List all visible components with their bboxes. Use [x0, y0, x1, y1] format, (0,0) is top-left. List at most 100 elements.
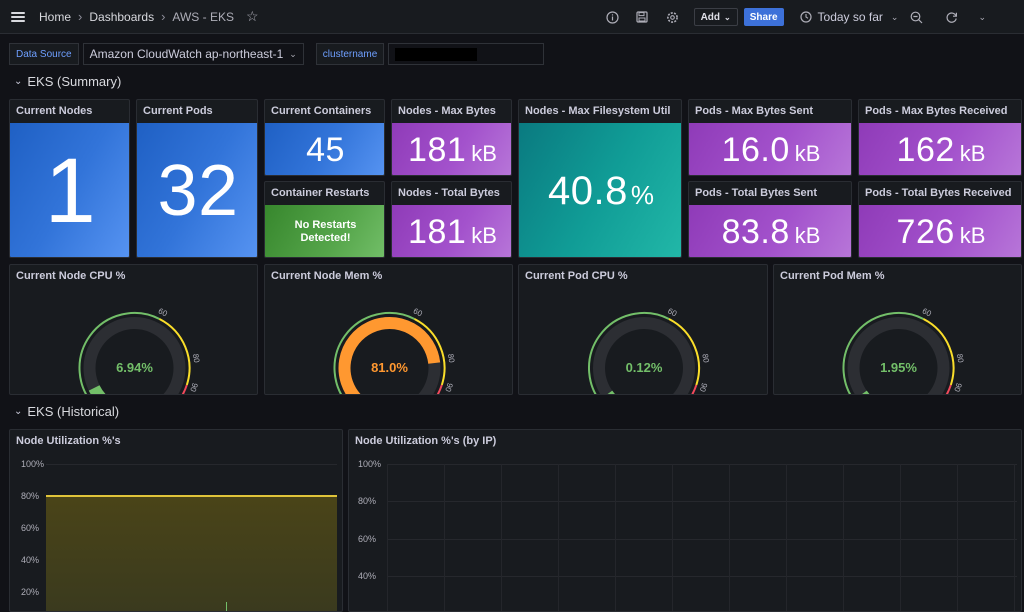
vertical-gridline	[729, 464, 730, 611]
gauge-tick-label: 80	[191, 353, 201, 364]
panel-title: Current Pod CPU %	[525, 270, 628, 282]
panel-title: Node Utilization %'s (by IP)	[355, 435, 497, 447]
gauge-value: 1.95%	[880, 360, 917, 375]
vertical-gridline	[501, 464, 502, 611]
breadcrumb-current: AWS - EKS	[172, 9, 234, 24]
y-tick-label: 40%	[21, 555, 40, 565]
panel-title: Current Pods	[143, 105, 213, 117]
panel-container-restarts[interactable]: Container Restarts No Restarts Detected!	[264, 181, 385, 258]
threshold-arc	[436, 384, 443, 394]
panel-nodes-total-bytes[interactable]: Nodes - Total Bytes 181 kB	[391, 181, 512, 258]
clustername-input[interactable]	[388, 43, 545, 65]
panel-nodes-max-filesystem[interactable]: Nodes - Max Filesystem Util 40.8 %	[518, 99, 682, 258]
y-tick-label: 80%	[358, 496, 377, 506]
gauge-tick-label: 60	[666, 306, 679, 318]
threshold-arc	[181, 384, 188, 394]
stat-unit: %	[630, 179, 654, 210]
stat-body: 162 kB	[859, 123, 1021, 175]
row-historical[interactable]: ⌄ EKS (Historical)	[14, 404, 119, 419]
gauge-chart: 0608090100	[842, 306, 965, 394]
panel-title: Current Nodes	[16, 105, 93, 117]
row-summary-title: EKS (Summary)	[27, 74, 122, 89]
y-tick-label: 100%	[21, 459, 45, 469]
panel-current-pods[interactable]: Current Pods 32	[136, 99, 258, 258]
chevron-right-icon: ›	[161, 9, 166, 24]
breadcrumb: Home › Dashboards › AWS - EKS	[39, 9, 234, 24]
panel-pods-total-sent[interactable]: Pods - Total Bytes Sent 83.8 kB	[688, 181, 852, 258]
panel-title: Container Restarts	[271, 187, 370, 199]
panel-title: Node Utilization %'s	[16, 435, 121, 447]
gauge-value-arc	[607, 390, 615, 394]
vertical-gridlines	[387, 464, 1017, 611]
panel-current-containers[interactable]: Current Containers 45	[264, 99, 385, 176]
threshold-arc	[945, 384, 952, 394]
threshold-arc	[588, 312, 670, 394]
chevron-right-icon: ›	[78, 9, 83, 24]
stat-body: 1	[10, 123, 129, 257]
panel-pods-max-sent[interactable]: Pods - Max Bytes Sent 16.0 kB	[688, 99, 852, 176]
info-icon[interactable]	[605, 10, 619, 24]
redacted-value	[395, 48, 478, 61]
chevron-down-icon: ⌄	[890, 11, 899, 22]
stat-body: 16.0 kB	[689, 123, 851, 175]
panel-pod-mem-gauge[interactable]: Current Pod Mem % 0608090100 1.95%	[773, 264, 1022, 395]
row-summary[interactable]: ⌄ EKS (Summary)	[14, 74, 121, 89]
add-button[interactable]: Add ⌄	[693, 8, 738, 26]
save-icon[interactable]	[635, 11, 648, 23]
refresh-icon[interactable]	[945, 11, 958, 24]
vertical-gridline	[387, 464, 388, 611]
series-spike	[226, 602, 227, 611]
panel-title: Pods - Max Bytes Received	[865, 105, 1008, 117]
panel-node-mem-gauge[interactable]: Current Node Mem % 0608090100 81.0%	[264, 264, 513, 395]
panel-pod-cpu-gauge[interactable]: Current Pod CPU % 0608090100 0.12%	[518, 264, 768, 395]
share-button[interactable]: Share	[743, 8, 784, 26]
menu-icon[interactable]	[11, 11, 25, 22]
vertical-gridline	[786, 464, 787, 611]
panel-current-nodes[interactable]: Current Nodes 1	[9, 99, 130, 258]
stat-body: 40.8 %	[519, 123, 681, 257]
gauge-track	[847, 317, 950, 394]
stat-body: 45	[265, 123, 384, 175]
stat-value: 45	[306, 130, 345, 169]
zoom-out-icon[interactable]	[910, 11, 923, 24]
gauge-tick-label: 90	[952, 382, 963, 394]
gear-icon[interactable]	[666, 11, 679, 24]
chevron-down-icon: ⌄	[14, 406, 23, 417]
datasource-value: Amazon CloudWatch ap-northeast-1	[89, 47, 284, 61]
panel-title: Nodes - Total Bytes	[398, 187, 500, 199]
threshold-arc	[923, 318, 955, 386]
threshold-arc	[414, 318, 446, 386]
panel-nodes-max-bytes[interactable]: Nodes - Max Bytes 181 kB	[391, 99, 512, 176]
stat-value: 726	[896, 212, 955, 251]
stat-unit: kB	[959, 223, 986, 248]
panel-title: Nodes - Max Bytes	[398, 105, 496, 117]
panel-title: Pods - Total Bytes Sent	[695, 187, 818, 199]
star-icon[interactable]: ☆	[246, 8, 259, 24]
gauge-tick-label: 80	[446, 353, 456, 364]
breadcrumb-dashboards[interactable]: Dashboards	[89, 9, 155, 24]
time-range-picker[interactable]: Today so far ⌄	[799, 10, 899, 24]
y-tick-label: 20%	[21, 587, 40, 597]
panel-title: Current Containers	[271, 105, 372, 117]
y-tick-label: 80%	[21, 491, 40, 501]
panel-pods-max-received[interactable]: Pods - Max Bytes Received 162 kB	[858, 99, 1022, 176]
chevron-down-icon: ⌄	[14, 76, 23, 87]
panel-pods-total-received[interactable]: Pods - Total Bytes Received 726 kB	[858, 181, 1022, 258]
top-nav-bar: Home › Dashboards › AWS - EKS ☆ Add ⌄ Sh…	[0, 0, 1024, 34]
stat-value: 16.0	[721, 130, 790, 169]
breadcrumb-home[interactable]: Home	[39, 9, 72, 24]
stat-value: 1	[44, 139, 97, 242]
panel-title: Pods - Total Bytes Received	[865, 187, 1012, 199]
panel-node-utilization-by-ip[interactable]: Node Utilization %'s (by IP) 100% 80% 60…	[348, 429, 1022, 612]
gridline	[387, 464, 1017, 465]
gauge-chart: 0608090100	[78, 306, 201, 394]
threshold-arc	[333, 312, 415, 394]
gauge-track	[593, 317, 695, 394]
panel-node-cpu-gauge[interactable]: Current Node CPU % 0608090100 6.94%	[9, 264, 258, 395]
chevron-down-icon[interactable]: ⌄	[978, 11, 986, 22]
datasource-select[interactable]: Amazon CloudWatch ap-northeast-1 ⌄	[82, 43, 304, 65]
panel-node-utilization[interactable]: Node Utilization %'s 100% 80% 60% 40% 20…	[9, 429, 343, 612]
row-historical-title: EKS (Historical)	[27, 404, 120, 419]
threshold-arc	[159, 318, 191, 386]
y-tick-label: 100%	[358, 459, 382, 469]
